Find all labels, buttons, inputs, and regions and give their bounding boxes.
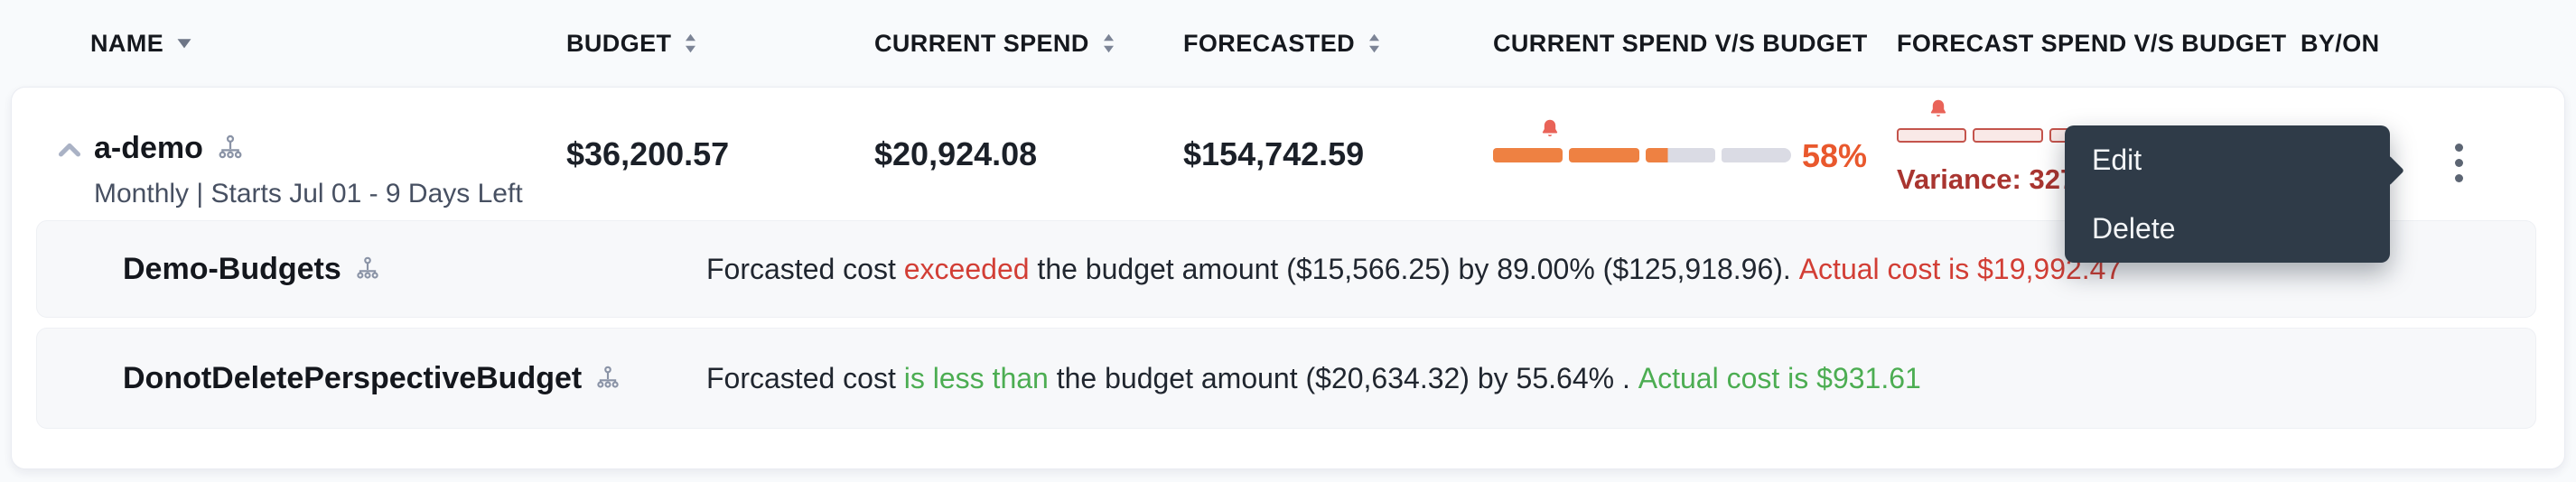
alert-bell-icon: [1537, 117, 1562, 146]
column-label: CURRENT SPEND V/S BUDGET: [1493, 29, 1868, 57]
column-label: BUDGET: [566, 29, 672, 57]
column-header-current-spend[interactable]: CURRENT SPEND: [874, 22, 1115, 65]
sort-both-icon[interactable]: [1102, 32, 1115, 54]
alert-bell-icon: [1927, 97, 1951, 126]
column-header-budget[interactable]: BUDGET: [566, 22, 697, 65]
bar-segment: [1973, 128, 2043, 143]
hierarchy-icon[interactable]: [354, 255, 381, 283]
collapse-chevron-icon[interactable]: [51, 132, 89, 170]
current-vs-budget-percent: 58%: [1802, 137, 1868, 174]
row-actions-kebab-icon[interactable]: [2439, 134, 2478, 191]
bar-segment: [1721, 148, 1791, 162]
column-header-forecasted[interactable]: FORECASTED: [1183, 22, 1381, 65]
column-header-name[interactable]: NAME: [90, 22, 192, 65]
bar-segment: [1897, 128, 1967, 143]
child-budget-name-cell[interactable]: Demo-Budgets: [123, 220, 381, 318]
budget-status-message: Forcasted cost exceeded the budget amoun…: [706, 220, 2122, 318]
column-label: FORECASTED: [1183, 29, 1356, 57]
budget-name-cell[interactable]: a-demo: [94, 128, 245, 168]
sort-both-icon[interactable]: [684, 32, 697, 54]
forecasted-amount: $154,742.59: [1183, 135, 1365, 172]
current-spend-amount: $20,924.08: [874, 135, 1038, 172]
menu-item-edit[interactable]: Edit: [2092, 143, 2142, 176]
message-part: exceeded: [903, 252, 1030, 285]
child-budget-name: Demo-Budgets: [123, 251, 341, 286]
bar-segment: [1493, 148, 1563, 162]
column-header-forecast-vs-budget: FORECAST SPEND V/S BUDGET: [1897, 22, 2287, 65]
child-budget-name-cell[interactable]: DonotDeletePerspectiveBudget: [123, 328, 621, 429]
sort-both-icon[interactable]: [1367, 32, 1381, 54]
budget-name: a-demo: [94, 130, 203, 165]
message-part: the budget amount ($20,634.32) by 55.64%…: [1048, 361, 1638, 394]
budget-amount: $36,200.57: [566, 135, 730, 172]
row-context-menu: Edit Delete: [2065, 125, 2404, 263]
hierarchy-icon[interactable]: [216, 134, 245, 162]
bar-segment: [1645, 148, 1715, 162]
column-header-current-vs-budget: CURRENT SPEND V/S BUDGET: [1493, 22, 1868, 65]
message-part: Actual cost is $931.61: [1638, 361, 1921, 394]
message-part: is less than: [903, 361, 1049, 394]
child-budget-name: DonotDeletePerspectiveBudget: [123, 360, 583, 395]
hierarchy-icon[interactable]: [594, 365, 621, 392]
column-label: NAME: [90, 29, 164, 57]
bar-segment: [1569, 148, 1639, 162]
column-header-by-on: BY/ON: [2301, 22, 2380, 65]
column-label: FORECAST SPEND V/S BUDGET: [1897, 29, 2287, 57]
message-part: the budget amount ($15,566.25) by 89.00%…: [1029, 252, 1799, 285]
child-budget-row[interactable]: [36, 328, 2536, 429]
sort-desc-icon[interactable]: [176, 38, 192, 49]
column-label: CURRENT SPEND: [874, 29, 1089, 57]
current-vs-budget-bar: [1493, 119, 1791, 162]
message-part: Forcasted cost: [706, 252, 904, 285]
menu-item-delete[interactable]: Delete: [2092, 211, 2176, 245]
message-part: Forcasted cost: [706, 361, 904, 394]
budget-schedule: Monthly | Starts Jul 01 - 9 Days Left: [94, 179, 523, 209]
column-label: BY/ON: [2301, 29, 2380, 57]
budget-status-message: Forcasted cost is less than the budget a…: [706, 328, 1921, 429]
